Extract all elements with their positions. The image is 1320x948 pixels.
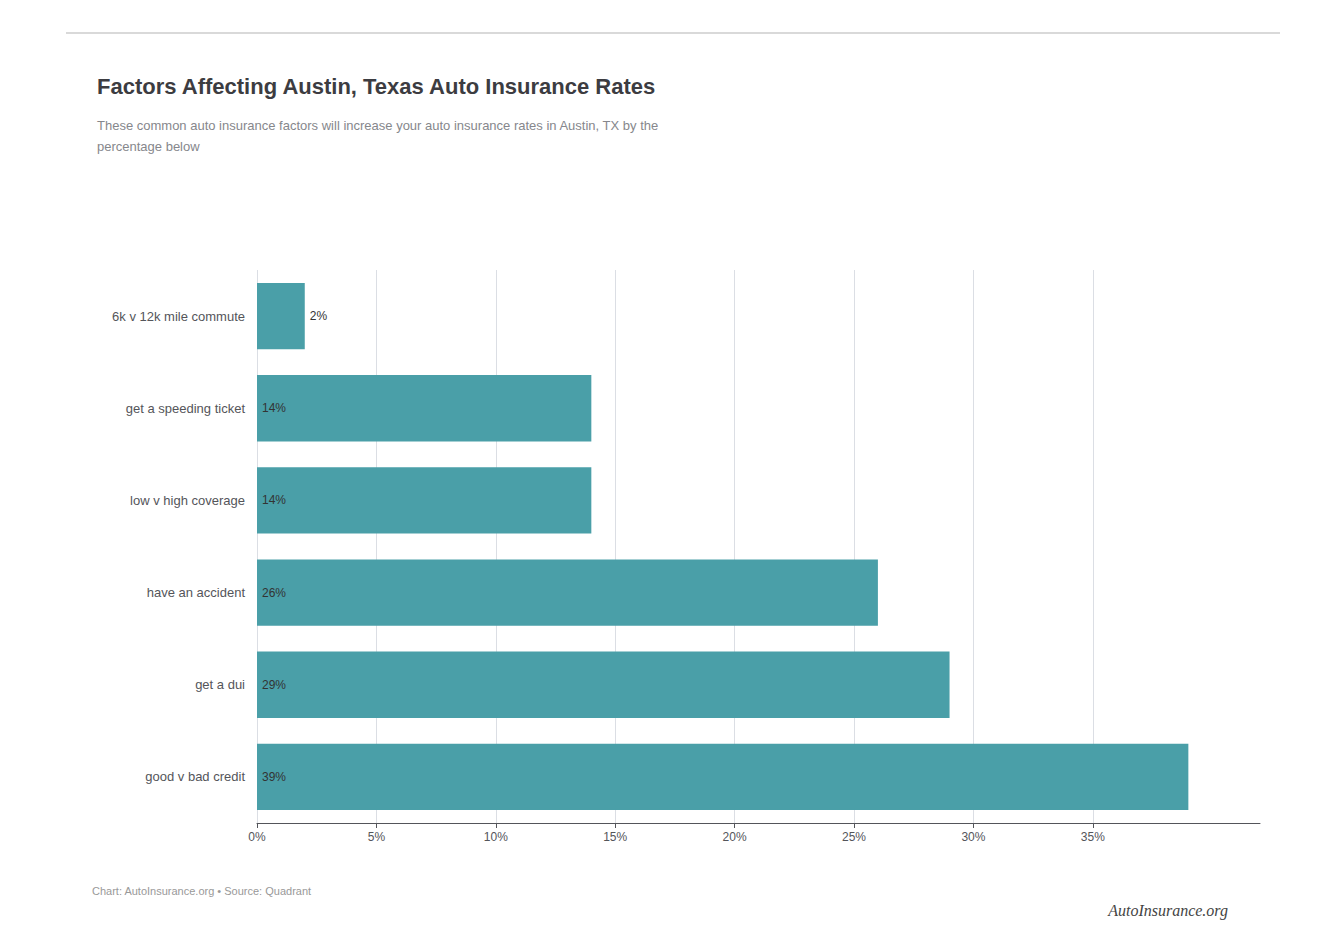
svg-text:have an accident: have an accident — [147, 585, 246, 600]
svg-text:Factors Affecting Austin, Texa: Factors Affecting Austin, Texas Auto Ins… — [97, 74, 655, 99]
svg-text:26%: 26% — [262, 586, 286, 600]
svg-text:29%: 29% — [262, 678, 286, 692]
svg-text:20%: 20% — [723, 830, 747, 844]
svg-text:25%: 25% — [842, 830, 866, 844]
svg-text:get a dui: get a dui — [195, 677, 245, 692]
svg-text:good v bad credit: good v bad credit — [145, 769, 245, 784]
svg-text:5%: 5% — [368, 830, 386, 844]
svg-text:Chart: AutoInsurance.org • Sou: Chart: AutoInsurance.org • Source: Quadr… — [92, 885, 311, 897]
svg-text:6k v 12k mile commute: 6k v 12k mile commute — [112, 309, 245, 324]
svg-text:15%: 15% — [603, 830, 627, 844]
svg-text:AutoInsurance.org: AutoInsurance.org — [1107, 902, 1228, 920]
svg-text:2%: 2% — [310, 309, 328, 323]
svg-text:30%: 30% — [961, 830, 985, 844]
svg-text:low v high coverage: low v high coverage — [130, 493, 245, 508]
svg-text:10%: 10% — [484, 830, 508, 844]
svg-text:14%: 14% — [262, 401, 286, 415]
svg-text:These common auto insurance fa: These common auto insurance factors will… — [97, 118, 658, 133]
svg-text:39%: 39% — [262, 770, 286, 784]
svg-text:0%: 0% — [248, 830, 266, 844]
svg-text:35%: 35% — [1081, 830, 1105, 844]
svg-text:get a speeding ticket: get a speeding ticket — [126, 401, 246, 416]
svg-text:14%: 14% — [262, 493, 286, 507]
svg-text:percentage below: percentage below — [97, 139, 200, 154]
